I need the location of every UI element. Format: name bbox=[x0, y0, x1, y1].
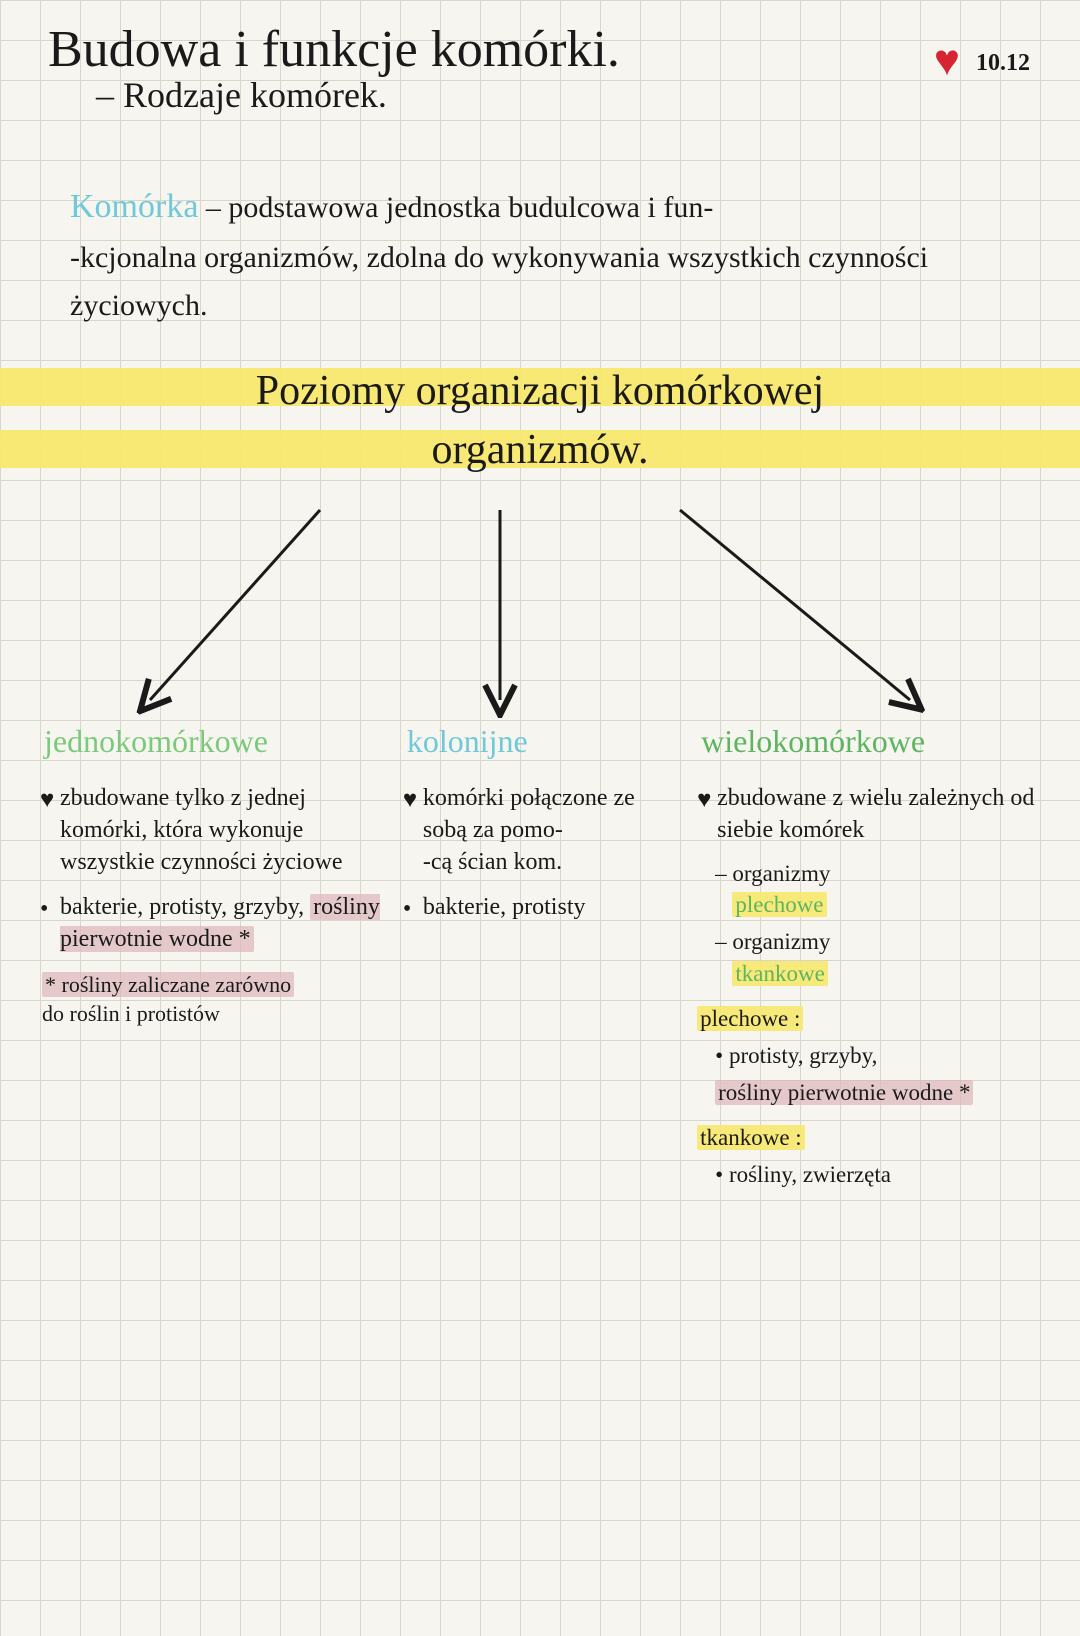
col3-title: wielokomórkowe bbox=[697, 720, 929, 763]
col3-item-1-text: zbudowane z wielu zależnych od siebie ko… bbox=[717, 785, 1034, 843]
col3-subtype-1: – organizmy plechowe bbox=[715, 858, 1040, 920]
heart-bullet-icon: ♥ bbox=[697, 784, 711, 816]
dot-bullet-icon: • bbox=[40, 893, 48, 925]
column-jednokomorkowe: jednokomórkowe ♥ zbudowane tylko z jedne… bbox=[40, 720, 383, 1195]
col2-title: kolonijne bbox=[403, 720, 532, 763]
col2-item-1: ♥ komórki połączone ze sobą za pomo- -cą… bbox=[403, 782, 677, 879]
col1-footnote-part2: do roślin i protistów bbox=[42, 1001, 220, 1026]
col1-item-1: ♥ zbudowane tylko z jednej komórki, któr… bbox=[40, 782, 383, 879]
col3-sub1-word: plechowe bbox=[732, 892, 826, 917]
columns-row: jednokomórkowe ♥ zbudowane tylko z jedne… bbox=[40, 720, 1040, 1195]
col3-sub1-dash: – bbox=[715, 861, 727, 886]
column-wielokomorkowe: wielokomórkowe ♥ zbudowane z wielu zależ… bbox=[697, 720, 1040, 1195]
col3-item-1: ♥ zbudowane z wielu zależnych od siebie … bbox=[697, 782, 1040, 847]
col3-group2-head-text: tkankowe : bbox=[697, 1125, 805, 1150]
subtitle-text: – Rodzaje komórek. bbox=[96, 75, 387, 115]
col3-sub1-label: organizmy bbox=[732, 861, 830, 886]
col1-title-text: jednokomórkowe bbox=[44, 723, 268, 759]
col2-title-text: kolonijne bbox=[407, 723, 528, 759]
col3-group1-entry1: • protisty, grzyby, bbox=[715, 1040, 1040, 1071]
page-title: Budowa i funkcje komórki. bbox=[40, 20, 628, 79]
col2-item-2: • bakterie, protisty bbox=[403, 891, 677, 923]
arrow-right bbox=[680, 510, 910, 700]
arrow-left bbox=[150, 510, 320, 700]
col3-sub2-dash: – bbox=[715, 929, 727, 954]
col2-item-2-text: bakterie, protisty bbox=[423, 894, 586, 920]
definition-block: Komórka – podstawowa jednostka budulcowa… bbox=[70, 180, 1030, 330]
heart-bullet-icon: ♥ bbox=[40, 784, 54, 816]
col1-footnote-part1: * rośliny zaliczane zarówno bbox=[42, 972, 294, 997]
notebook-page: Budowa i funkcje komórki. – Rodzaje komó… bbox=[0, 0, 1080, 1636]
title-text: Budowa i funkcje komórki. bbox=[48, 21, 620, 78]
col1-footnote: * rośliny zaliczane zarówno do roślin i … bbox=[40, 968, 383, 1031]
page-subtitle: – Rodzaje komórek. bbox=[90, 74, 393, 116]
tree-arrows bbox=[40, 500, 1040, 720]
col1-item-2-part1: bakterie, protisty, grzyby, bbox=[60, 894, 310, 920]
section-title: Poziomy organizacji komórkowej organizmó… bbox=[40, 360, 1040, 480]
col3-group1-head: plechowe : bbox=[697, 1003, 1040, 1034]
col3-group1-head-text: plechowe : bbox=[697, 1006, 803, 1031]
col3-subtype-2: – organizmy tkankowe bbox=[715, 926, 1040, 988]
col3-sub2-label: organizmy bbox=[732, 929, 830, 954]
section-title-line2: organizmów. bbox=[432, 427, 649, 473]
col1-item-2: • bakterie, protisty, grzyby, rośliny pi… bbox=[40, 891, 383, 956]
col3-group2-entry1: • rośliny, zwierzęta bbox=[715, 1159, 1040, 1190]
col1-item-1-text: zbudowane tylko z jednej komórki, która … bbox=[60, 785, 343, 876]
header: Budowa i funkcje komórki. – Rodzaje komó… bbox=[40, 20, 1040, 160]
heart-icon: ♥ bbox=[934, 35, 960, 86]
heart-bullet-icon: ♥ bbox=[403, 784, 417, 816]
date-label: 10.12 bbox=[976, 50, 1030, 77]
col2-item-1-text: komórki połączone ze sobą za pomo- -cą ś… bbox=[423, 785, 641, 876]
col3-group1-entry2-text: rośliny pierwotnie wodne * bbox=[715, 1080, 973, 1105]
definition-dash: – bbox=[198, 191, 228, 224]
definition-term: Komórka bbox=[70, 188, 198, 225]
col3-title-text: wielokomórkowe bbox=[701, 723, 925, 759]
col3-group1-entry2: rośliny pierwotnie wodne * bbox=[715, 1077, 1040, 1108]
section-title-container: Poziomy organizacji komórkowej organizmó… bbox=[40, 360, 1040, 490]
col3-sub2-word: tkankowe bbox=[732, 961, 827, 986]
column-kolonijne: kolonijne ♥ komórki połączone ze sobą za… bbox=[403, 720, 677, 1195]
col1-title: jednokomórkowe bbox=[40, 720, 272, 763]
section-title-line1: Poziomy organizacji komórkowej bbox=[256, 368, 824, 414]
col3-group2-head: tkankowe : bbox=[697, 1122, 1040, 1153]
dot-bullet-icon: • bbox=[403, 893, 411, 925]
